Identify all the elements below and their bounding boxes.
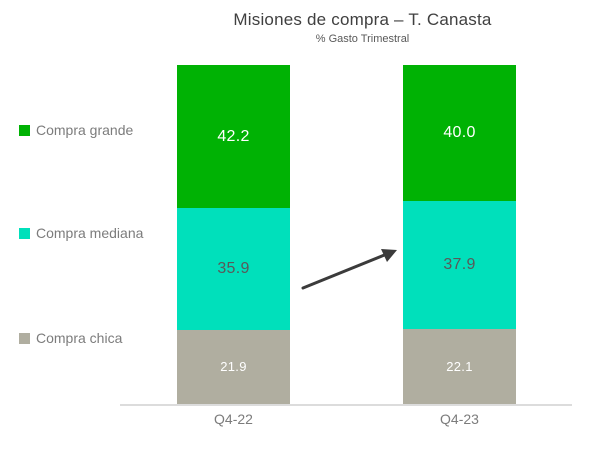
chart-title: Misiones de compra – T. Canasta — [233, 10, 492, 29]
segment-value: 42.2 — [217, 127, 250, 145]
segment-compra-grande: 42.2 — [177, 65, 290, 209]
bar-q4-23: 40.0 37.9 22.1 — [403, 65, 516, 404]
legend-item-compra-mediana: Compra mediana — [19, 225, 143, 241]
legend-label: Compra chica — [36, 330, 123, 346]
segment-compra-grande: 40.0 — [403, 65, 516, 201]
chart-subtitle: % Gasto Trimestral — [315, 33, 410, 45]
legend-item-compra-grande: Compra grande — [19, 122, 133, 138]
legend-swatch-icon — [19, 227, 30, 239]
x-axis-line — [120, 404, 572, 406]
segment-value: 40.0 — [443, 123, 476, 141]
segment-value: 22.1 — [446, 359, 473, 375]
x-axis-label-q4-23: Q4-23 — [440, 411, 479, 427]
trend-arrow-head — [381, 249, 397, 262]
trend-arrow — [301, 249, 397, 290]
chart-header: Misiones de compra – T. Canasta % Gasto … — [110, 10, 615, 45]
segment-compra-mediana: 37.9 — [403, 200, 516, 330]
segment-value: 35.9 — [217, 259, 250, 277]
segment-value: 21.9 — [220, 359, 247, 375]
segment-compra-mediana: 35.9 — [177, 208, 290, 330]
bar-q4-22: 42.2 35.9 21.9 — [177, 65, 290, 404]
legend-item-compra-chica: Compra chica — [19, 330, 122, 346]
x-axis-label-q4-22: Q4-22 — [214, 411, 253, 427]
legend-label: Compra mediana — [36, 225, 144, 241]
segment-compra-chica: 22.1 — [403, 329, 516, 404]
legend-swatch-icon — [19, 124, 30, 136]
trend-arrow-line — [301, 252, 389, 290]
segment-compra-chica: 21.9 — [177, 329, 290, 404]
legend-label: Compra grande — [36, 122, 134, 138]
legend-swatch-icon — [19, 332, 30, 344]
segment-value: 37.9 — [443, 255, 476, 273]
